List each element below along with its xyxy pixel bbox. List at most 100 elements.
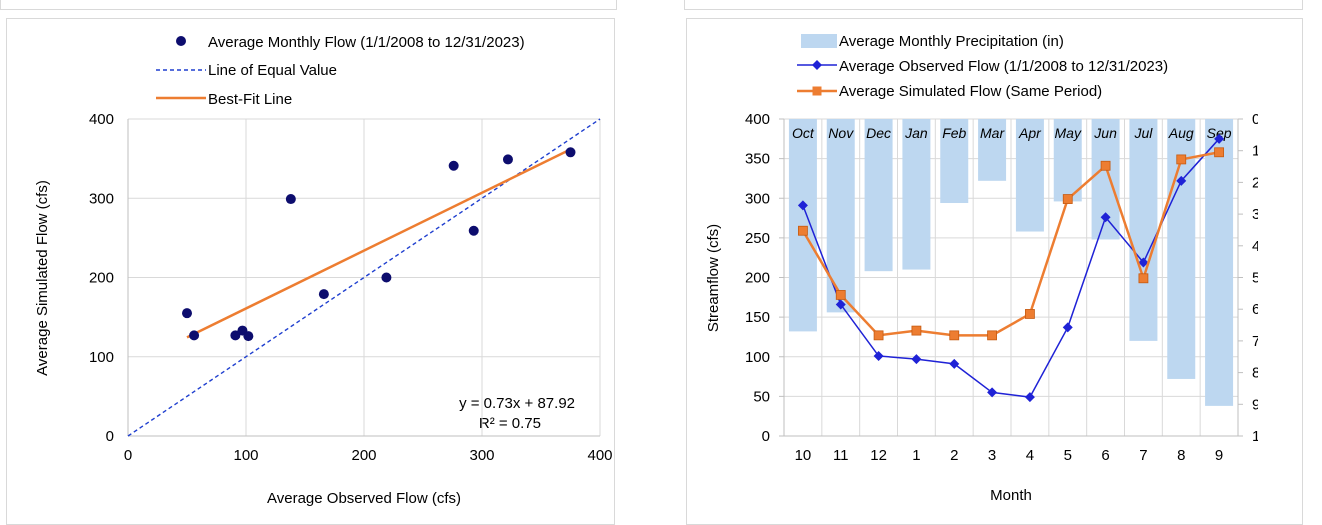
chart-panel-left-top	[0, 0, 617, 10]
scatter-point	[243, 331, 254, 342]
scatter-point	[468, 225, 479, 236]
scatter-x-tick-label: 400	[587, 447, 612, 464]
simulated-flow-point	[1176, 154, 1187, 165]
scatter-point	[448, 160, 459, 171]
observed-flow-point	[1024, 392, 1035, 403]
chart-panel-scatter	[6, 18, 615, 525]
simulated-flow-point	[873, 330, 884, 341]
monthly-x-tick-label: 9	[1215, 447, 1223, 464]
observed-flow-point	[949, 358, 960, 369]
precip-bar	[902, 119, 931, 270]
precip-bar	[978, 119, 1007, 181]
monthly-y-tick-label: 0	[762, 428, 770, 445]
month-name-label: Nov	[828, 125, 854, 141]
scatter-legend-label-points: Average Monthly Flow (1/1/2008 to 12/31/…	[208, 34, 525, 51]
secondary-y-tick-label: 6	[1252, 301, 1260, 318]
observed-flow-point	[1176, 175, 1187, 186]
secondary-y-tick-label: 5	[1252, 270, 1260, 287]
precip-bar	[940, 119, 969, 204]
monthly-x-tick-label: 12	[870, 447, 887, 464]
month-name-label: Jul	[1133, 125, 1153, 141]
chart-panel-right-top	[684, 0, 1303, 10]
month-name-label: Aug	[1168, 125, 1194, 141]
secondary-y-tick-label: 7	[1252, 333, 1260, 350]
secondary-y-tick-label: 10	[1252, 428, 1269, 445]
precip-bar	[826, 119, 855, 313]
observed-flow-point	[1062, 322, 1073, 333]
monthly-chart: Month Streamflow (cfs) Average Monthly P…	[705, 33, 1168, 504]
simulated-flow-point	[1025, 309, 1035, 319]
scatter-y-tick-label: 100	[89, 349, 114, 366]
monthly-y-tick-label: 150	[745, 309, 770, 326]
monthly-x-tick-label: 7	[1139, 447, 1147, 464]
monthly-x-tick-label: 2	[950, 447, 958, 464]
scatter-x-tick-label: 100	[233, 447, 258, 464]
scatter-y-axis-label: Average Simulated Flow (cfs)	[34, 180, 51, 376]
scatter-point	[565, 147, 576, 158]
monthly-legend-label-observed: Average Observed Flow (1/1/2008 to 12/31…	[839, 58, 1168, 75]
monthly-x-axis-label: Month	[990, 487, 1032, 504]
simulated-flow-point	[1214, 147, 1224, 158]
line-of-equal-value	[127, 118, 601, 437]
simulated-flow-point	[1062, 194, 1073, 204]
secondary-y-tick-label: 2	[1252, 174, 1260, 191]
monthly-x-tick-label: 4	[1026, 447, 1034, 464]
month-name-label: Jun	[1093, 125, 1117, 141]
monthly-legend-symbol-simulated-marker	[812, 86, 822, 96]
monthly-x-tick-label: 11	[833, 447, 849, 464]
monthly-x-tick-label: 10	[795, 447, 812, 464]
observed-flow-point	[797, 200, 808, 211]
simulated-flow-point	[1100, 160, 1111, 171]
simulated-flow-point	[798, 225, 808, 236]
secondary-y-tick-label: 8	[1252, 365, 1260, 382]
precip-bar	[1129, 119, 1158, 341]
monthly-y-tick-label: 300	[745, 190, 770, 207]
scatter-point	[318, 289, 329, 300]
simulated-flow-point	[835, 290, 846, 300]
monthly-y-tick-label: 200	[745, 270, 770, 287]
simulated-flow-point	[911, 325, 922, 336]
secondary-y-tick-label: 9	[1252, 396, 1260, 413]
simulated-flow-point	[1138, 273, 1149, 284]
precip-bar	[864, 119, 893, 272]
observed-flow-line	[802, 138, 1220, 398]
simulated-flow-point	[987, 330, 997, 341]
month-name-label: Mar	[980, 125, 1005, 141]
month-name-label: Sep	[1207, 125, 1232, 141]
scatter-chart: Average Observed Flow (cfs) Average Simu…	[34, 34, 575, 507]
regression-r-squared: R² = 0.75	[479, 415, 541, 432]
scatter-legend-label-bestfit: Best-Fit Line	[208, 91, 292, 108]
scatter-x-tick-label: 300	[469, 447, 494, 464]
monthly-y-tick-label: 350	[745, 151, 770, 168]
precip-bar	[788, 119, 817, 332]
scatter-point	[182, 308, 192, 319]
monthly-y-axis-label: Streamflow (cfs)	[705, 224, 722, 332]
precip-bar	[1053, 119, 1082, 202]
scatter-y-tick-label: 400	[89, 111, 114, 128]
monthly-y-tick-label: 400	[745, 111, 770, 128]
month-name-label: Feb	[942, 125, 966, 141]
observed-flow-point	[987, 387, 998, 398]
monthly-x-tick-label: 5	[1064, 447, 1072, 464]
scatter-point	[189, 330, 200, 341]
monthly-x-tick-label: 1	[912, 447, 920, 464]
month-name-label: Oct	[792, 125, 815, 141]
monthly-x-tick-label: 3	[988, 447, 996, 464]
monthly-legend-label-simulated: Average Simulated Flow (Same Period)	[839, 83, 1102, 100]
precip-bar	[1015, 119, 1044, 232]
scatter-y-tick-label: 200	[89, 270, 114, 287]
observed-flow-point	[1138, 257, 1149, 268]
monthly-y-tick-label: 50	[753, 388, 770, 405]
monthly-y-tick-label: 250	[745, 230, 770, 247]
simulated-flow-line	[801, 151, 1220, 337]
scatter-point	[381, 272, 392, 283]
scatter-legend-symbol-points	[176, 36, 186, 46]
secondary-y-tick-label: 3	[1252, 206, 1260, 223]
month-name-label: Apr	[1018, 125, 1042, 141]
observed-flow-point	[873, 350, 884, 361]
observed-flow-point	[1214, 133, 1225, 144]
observed-flow-point	[1100, 212, 1111, 223]
scatter-y-tick-label: 300	[89, 190, 114, 207]
monthly-y-tick-label: 100	[745, 349, 770, 366]
